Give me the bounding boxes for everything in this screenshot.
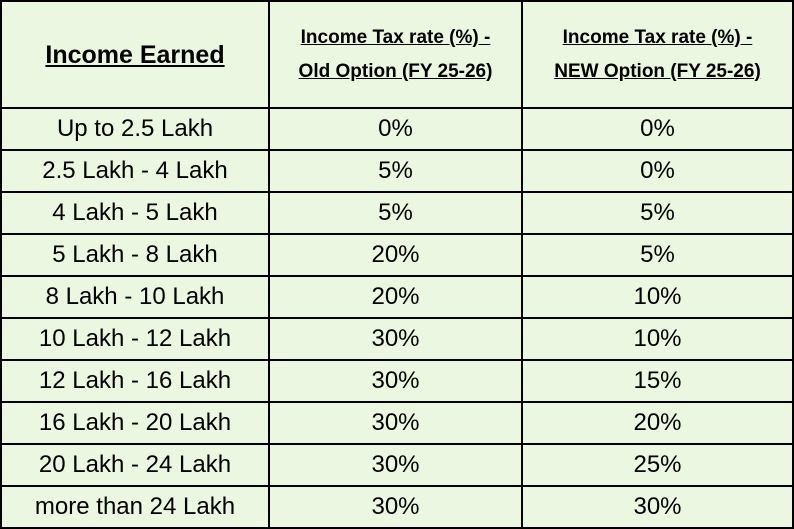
tax-rate: 30% [270, 403, 521, 443]
income-bracket: 10 Lakh - 12 Lakh [2, 319, 268, 359]
tax-rate: 20% [523, 403, 792, 443]
header-cell: Income Earned [2, 2, 268, 107]
tax-rate: 30% [270, 445, 521, 485]
tax-rate: 30% [270, 361, 521, 401]
income-bracket: Up to 2.5 Lakh [2, 109, 268, 149]
tax-rate: 10% [523, 319, 792, 359]
header-cell: Income Tax rate (%) - Old Option (FY 25-2… [270, 2, 521, 107]
header-text: Old Option (FY 25-26) [298, 60, 493, 82]
header-cell: Income Tax rate (%) - NEW Option (FY 25-2… [523, 2, 792, 107]
income-bracket: more than 24 Lakh [2, 487, 268, 527]
tax-rate: 25% [523, 445, 792, 485]
header-text: Income Tax rate (%) - [562, 26, 753, 48]
tax-rate: 10% [523, 277, 792, 317]
tax-rate: 0% [523, 151, 792, 191]
tax-rate: 5% [270, 193, 521, 233]
tax-rate: 20% [270, 235, 521, 275]
header-text: NEW Option (FY 25-26) [554, 60, 761, 82]
income-bracket: 8 Lakh - 10 Lakh [2, 277, 268, 317]
tax-rate: 5% [523, 235, 792, 275]
tax-rate: 20% [270, 277, 521, 317]
income-bracket: 16 Lakh - 20 Lakh [2, 403, 268, 443]
tax-rate: 15% [523, 361, 792, 401]
header-text: Income Tax rate (%) - [300, 26, 491, 48]
income-bracket: 2.5 Lakh - 4 Lakh [2, 151, 268, 191]
tax-rate: 5% [270, 151, 521, 191]
tax-rate: 30% [270, 487, 521, 527]
income-bracket: 20 Lakh - 24 Lakh [2, 445, 268, 485]
income-bracket: 4 Lakh - 5 Lakh [2, 193, 268, 233]
tax-rate: 0% [523, 109, 792, 149]
tax-rate: 30% [523, 487, 792, 527]
income-bracket: 5 Lakh - 8 Lakh [2, 235, 268, 275]
income-bracket: 12 Lakh - 16 Lakh [2, 361, 268, 401]
tax-rate: 5% [523, 193, 792, 233]
header-text: Income Earned [45, 40, 225, 69]
tax-rate: 30% [270, 319, 521, 359]
tax-rate: 0% [270, 109, 521, 149]
